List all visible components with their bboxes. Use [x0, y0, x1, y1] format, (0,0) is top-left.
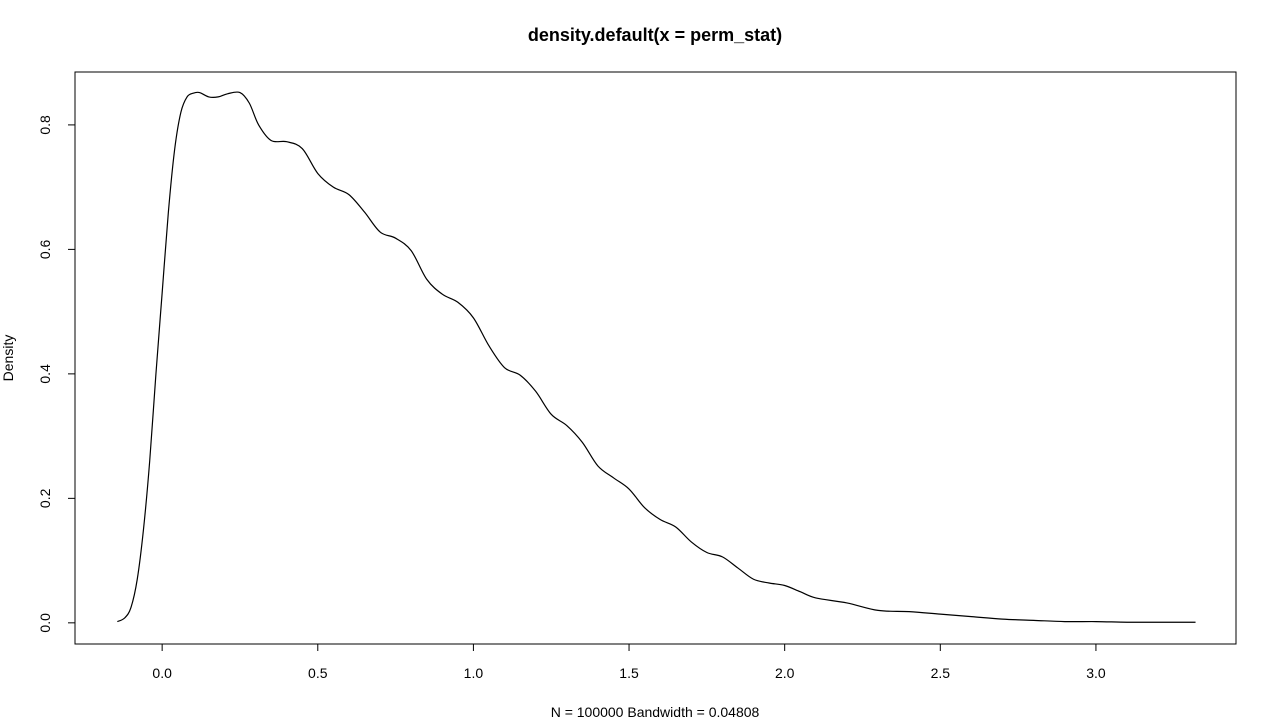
y-axis-label: Density: [0, 335, 16, 382]
chart-title: density.default(x = perm_stat): [528, 25, 782, 45]
x-tick-label: 1.0: [464, 665, 484, 681]
x-tick-label: 3.0: [1086, 665, 1106, 681]
x-tick-label: 1.5: [619, 665, 639, 681]
y-tick-label: 0.0: [37, 613, 53, 633]
x-tick-label: 0.5: [308, 665, 328, 681]
x-tick-label: 2.5: [931, 665, 951, 681]
y-tick-label: 0.2: [37, 488, 53, 508]
x-axis: 0.0 0.5 1.0 1.5 2.0 2.5 3.0: [152, 643, 1106, 681]
x-tick-label: 0.0: [152, 665, 172, 681]
density-curve: [117, 91, 1196, 623]
y-axis: 0.0 0.2 0.4 0.6 0.8: [37, 115, 76, 633]
y-tick-label: 0.8: [37, 115, 53, 135]
x-axis-label: N = 100000 Bandwidth = 0.04808: [551, 704, 760, 720]
y-tick-label: 0.4: [37, 364, 53, 384]
y-tick-label: 0.6: [37, 239, 53, 259]
plot-frame: [74, 71, 1237, 645]
x-tick-label: 2.0: [775, 665, 795, 681]
